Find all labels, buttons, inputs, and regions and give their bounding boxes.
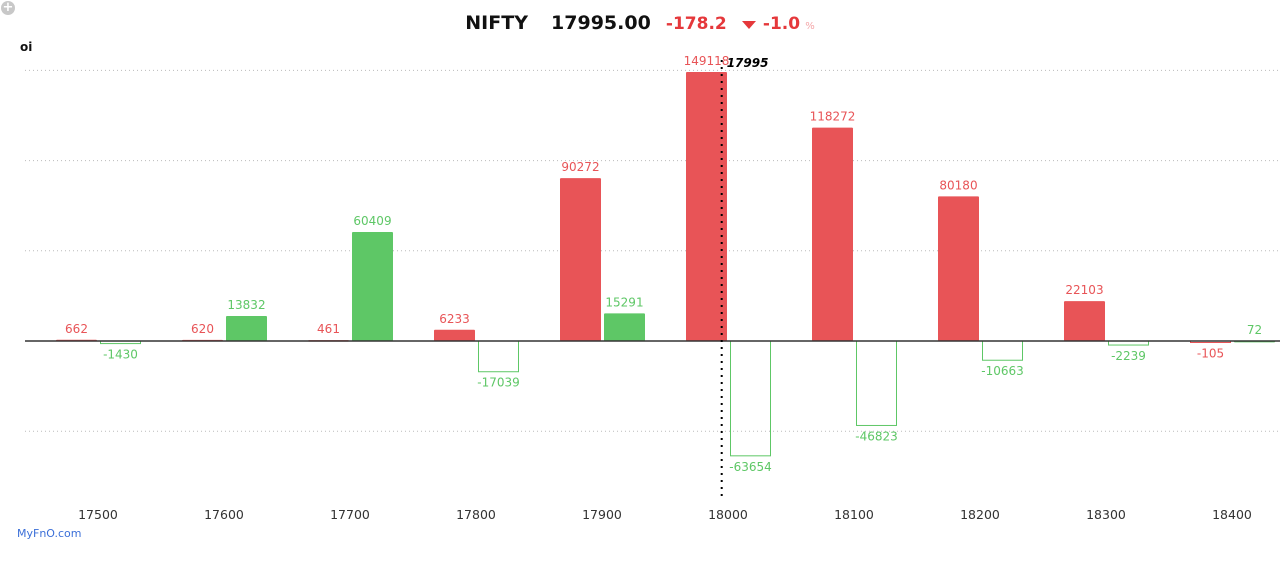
data-label: 13832 <box>227 298 265 312</box>
bar <box>686 72 727 341</box>
bar <box>434 329 475 341</box>
bar <box>812 127 853 341</box>
data-label: 6233 <box>439 312 470 326</box>
price-change: -178.2 <box>665 14 727 34</box>
bar <box>560 178 601 341</box>
bar-negative <box>982 340 1023 361</box>
x-tick-label: 18400 <box>1212 507 1252 522</box>
data-label: 22103 <box>1065 283 1103 297</box>
data-label: 60409 <box>353 214 391 228</box>
data-label: -2239 <box>1111 349 1146 363</box>
x-tick-label: 18100 <box>834 507 874 522</box>
triangle-down-icon <box>741 21 756 29</box>
zoom-plus-icon[interactable]: + <box>1 0 15 15</box>
data-label: -46823 <box>855 429 898 443</box>
bar <box>352 232 393 341</box>
symbol: NIFTY <box>465 12 528 34</box>
data-label: 72 <box>1247 323 1262 337</box>
price-change-pct: -1.0 <box>762 14 801 34</box>
x-tick-label: 18000 <box>708 507 748 522</box>
data-label: 620 <box>191 322 214 336</box>
bar-negative <box>478 340 519 373</box>
bar <box>1064 301 1105 341</box>
data-label: 461 <box>317 322 340 336</box>
data-label: 80180 <box>939 178 977 192</box>
data-label: 149118 <box>684 54 730 68</box>
x-tick-label: 17600 <box>204 507 244 522</box>
data-label: -10663 <box>981 364 1024 378</box>
pct-sign: % <box>805 21 815 32</box>
spot-price-label: 17995 <box>727 56 769 70</box>
data-label: 90272 <box>561 160 599 174</box>
bar <box>604 313 645 341</box>
data-label: -17039 <box>477 376 520 390</box>
data-label: -63654 <box>729 460 772 474</box>
data-label: -1430 <box>103 348 138 362</box>
x-tick-label: 17500 <box>78 507 118 522</box>
data-label: 15291 <box>605 295 643 309</box>
price: 17995.00 <box>551 12 651 34</box>
bar-negative <box>730 340 771 457</box>
bar <box>226 316 267 341</box>
data-label: 118272 <box>810 110 856 124</box>
chart-header: NIFTY 17995.00 -178.2 -1.0 % <box>0 12 1280 34</box>
x-tick-label: 17800 <box>456 507 496 522</box>
bar <box>938 196 979 341</box>
x-tick-label: 17900 <box>582 507 622 522</box>
y-axis-label: oi <box>20 40 33 54</box>
x-tick-label: 17700 <box>330 507 370 522</box>
x-tick-label: 18300 <box>1086 507 1126 522</box>
data-label: -105 <box>1197 347 1224 361</box>
bar-negative <box>856 340 897 426</box>
x-tick-label: 18200 <box>960 507 1000 522</box>
brand-link[interactable]: MyFnO.com <box>17 527 82 540</box>
data-label: 662 <box>65 322 88 336</box>
